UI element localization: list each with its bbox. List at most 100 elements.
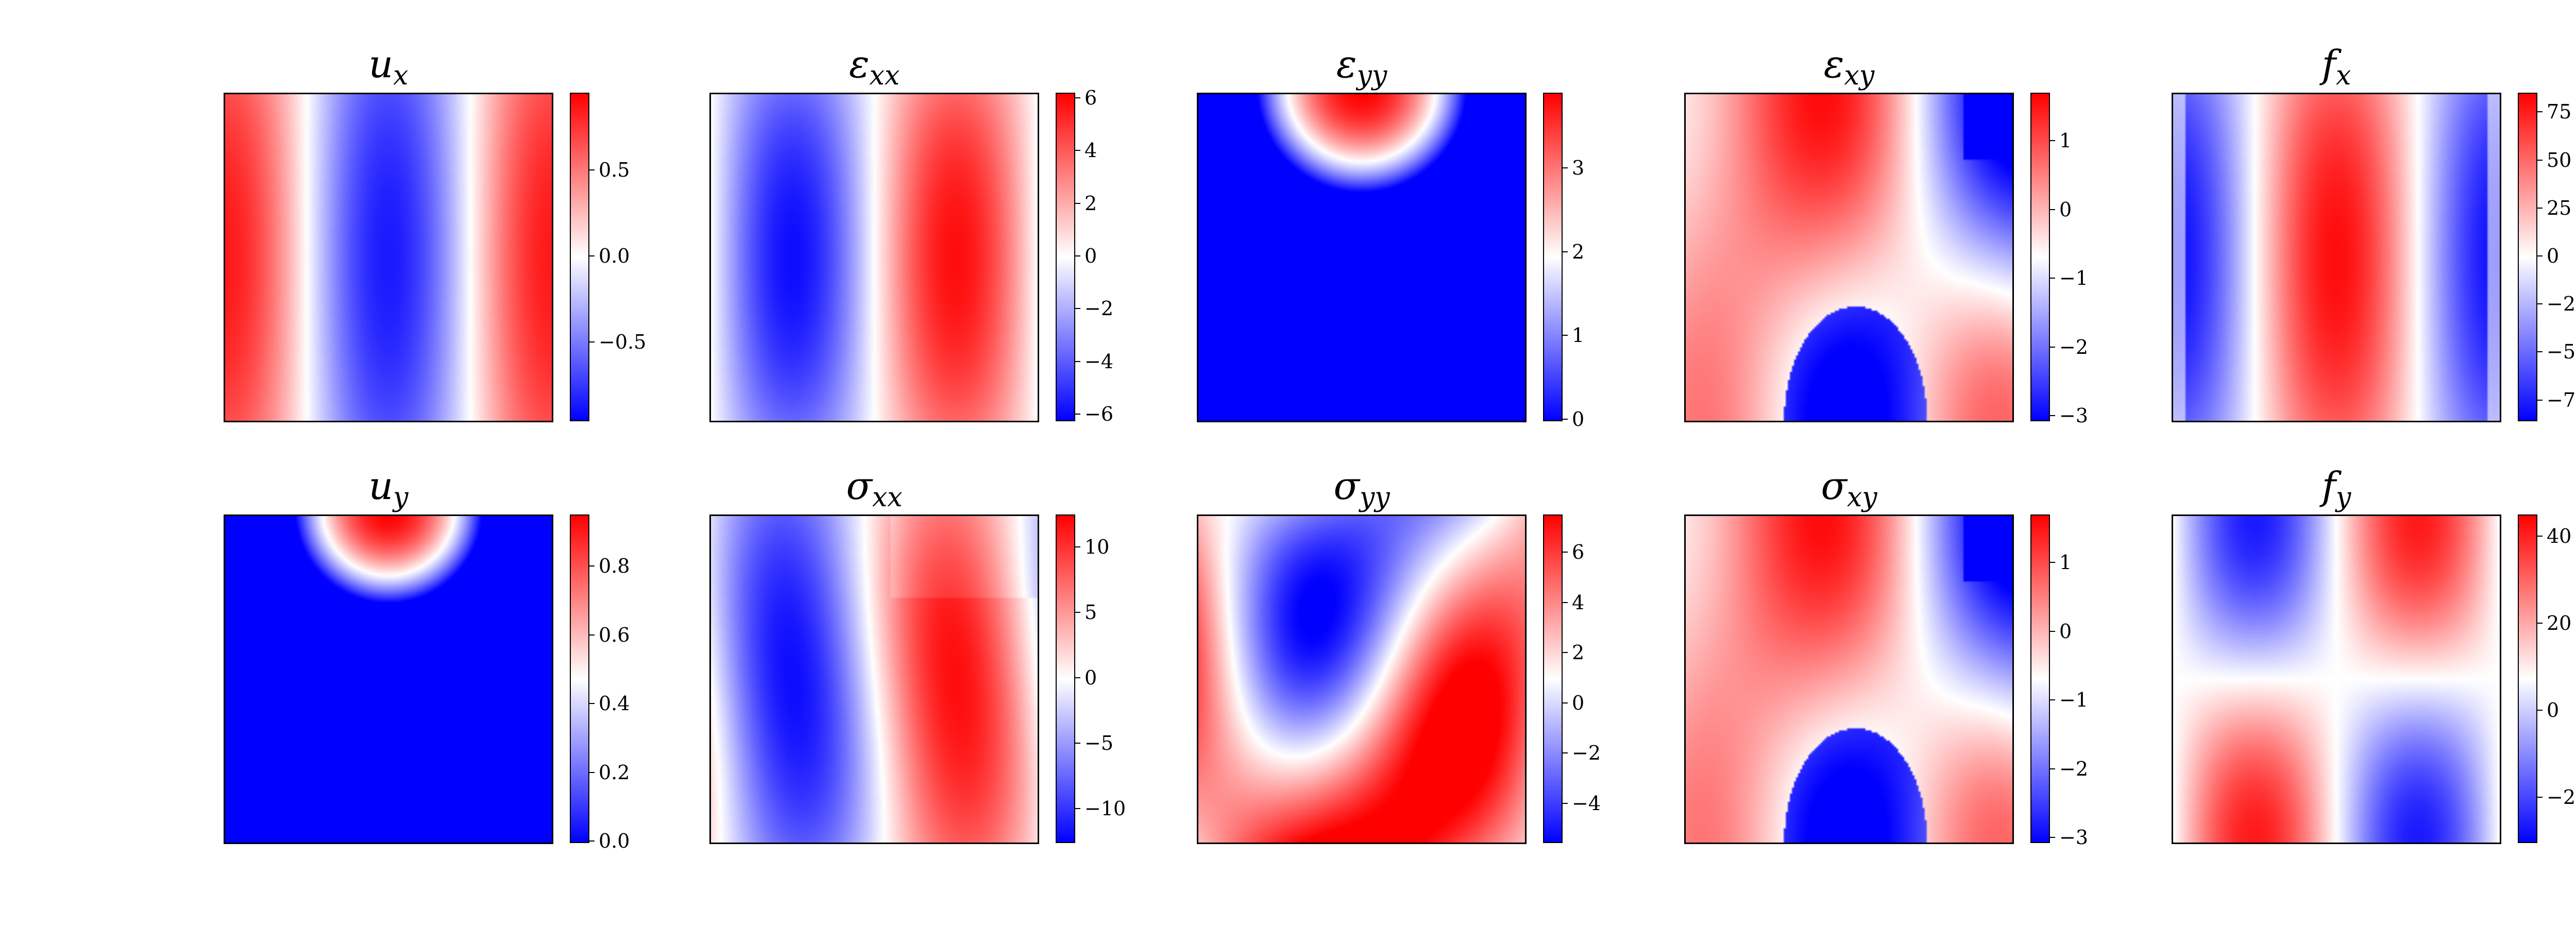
title-symbol: σ [846, 464, 872, 508]
colorbar-tick-label: 1 [2059, 551, 2072, 574]
colorbar-gradient [571, 94, 588, 420]
colorbar-tick-label: 0 [2547, 699, 2560, 722]
colorbar-tick-label: −1 [2059, 689, 2089, 712]
colorbar-tick-label: 40 [2547, 525, 2572, 548]
colorbar-tick [588, 703, 595, 705]
colorbar-tick [1074, 612, 1080, 613]
heatmap-frame [1684, 514, 2014, 844]
colorbar-tick [1562, 335, 1568, 336]
colorbar-tick-label: −2 [2059, 757, 2089, 780]
colorbar-tick-label: 0 [1572, 691, 1585, 714]
colorbar-tick-label: −2 [1084, 297, 1114, 320]
colorbar-tick-label: 5 [1084, 601, 1097, 624]
colorbar-tick-label: 0.8 [599, 555, 630, 578]
colorbar-tick [1074, 360, 1080, 362]
colorbar-tick [588, 255, 595, 256]
colorbar-tick-label: −5 [1084, 731, 1114, 754]
colorbar-tick-label: 0 [2059, 198, 2072, 221]
colorbar-tick [1562, 702, 1568, 703]
colorbar-gradient [1544, 516, 1562, 842]
colorbar-tick [2536, 710, 2543, 711]
title-subscript: xx [872, 482, 903, 513]
colorbar-tick-label: 1 [2059, 129, 2072, 152]
heatmap [1686, 94, 2012, 421]
colorbar-gradient [2031, 516, 2049, 842]
colorbar-tick-label: −50 [2547, 340, 2576, 364]
colorbar-tick-label: 1 [1572, 324, 1585, 347]
colorbar-tick [1562, 552, 1568, 553]
colorbar-tick [1074, 413, 1080, 415]
colorbar-gradient [571, 516, 588, 842]
title-symbol: σ [1333, 464, 1360, 508]
title-symbol: u [368, 464, 394, 508]
colorbar-tick [1074, 97, 1080, 99]
colorbar-tick-label: −25 [2547, 293, 2576, 316]
colorbar-tick [588, 341, 595, 342]
colorbar-tick [1562, 602, 1568, 603]
colorbar [2030, 93, 2050, 421]
colorbar-tick [1562, 652, 1568, 654]
colorbar-tick [1074, 808, 1080, 809]
panel-u-y: uy 0.8 0.6 0.4 0.2 0.0 [224, 458, 698, 870]
colorbar-tick [2536, 255, 2543, 256]
colorbar-tick [2536, 159, 2543, 161]
heatmap [2173, 94, 2500, 421]
title-subscript: yy [1357, 60, 1387, 91]
title-symbol: u [368, 42, 394, 87]
colorbar-tick-label: 0 [2059, 620, 2072, 643]
panel-sigma-xy: σxy 1 0 −1 −2 −3 [1684, 458, 2158, 870]
colorbar-tick [2049, 346, 2055, 348]
colorbar-tick [2049, 699, 2055, 701]
colorbar-tick [1074, 202, 1080, 204]
colorbar-tick-label: −75 [2547, 388, 2576, 411]
heatmap [1198, 94, 1525, 421]
heatmap-frame [224, 93, 553, 422]
colorbar-tick [2049, 278, 2055, 279]
heatmap [1686, 516, 2012, 843]
heatmap-frame [224, 514, 553, 844]
heatmap-frame [1197, 514, 1527, 844]
title-subscript: x [393, 60, 409, 91]
colorbar-tick-label: 0 [1084, 245, 1097, 267]
colorbar-tick-label: −3 [2059, 404, 2089, 427]
panel-epsilon-xx: εxx 6 4 2 0 −2 −4 −6 [709, 36, 1183, 448]
colorbar [2518, 514, 2537, 843]
colorbar-tick [2536, 797, 2543, 798]
colorbar-tick [2536, 536, 2543, 537]
colorbar-tick-label: 0.4 [599, 692, 630, 715]
panel-sigma-xx: σxx 10 5 0 −5 −10 [709, 458, 1183, 870]
panel-sigma-yy: σyy 6 4 2 0 −2 −4 [1197, 458, 1671, 870]
colorbar-tick-label: −10 [1084, 797, 1126, 820]
heatmap [225, 516, 552, 843]
title-symbol: ε [1823, 42, 1844, 87]
colorbar-tick-label: −3 [2059, 826, 2089, 849]
colorbar-tick [1562, 752, 1568, 754]
colorbar-gradient [1057, 94, 1074, 420]
colorbar-tick [1074, 677, 1080, 678]
panel-title: fy [2172, 458, 2501, 514]
colorbar-tick-label: −2 [2059, 335, 2089, 358]
colorbar [1543, 93, 1563, 421]
colorbar-tick [2049, 140, 2055, 142]
title-subscript: xy [1844, 60, 1875, 91]
colorbar-tick [2049, 209, 2055, 210]
colorbar-tick-label: 75 [2547, 100, 2572, 124]
panel-title: εxx [709, 36, 1039, 93]
colorbar-tick-label: −4 [1084, 350, 1114, 373]
title-subscript: x [2336, 60, 2351, 91]
colorbar-tick [2536, 207, 2543, 209]
title-symbol: f [2321, 464, 2336, 508]
colorbar-tick [1562, 419, 1568, 420]
colorbar-tick-label: 2 [1572, 641, 1585, 664]
colorbar-tick [1074, 742, 1080, 744]
colorbar [2030, 514, 2050, 843]
colorbar-tick [588, 840, 595, 842]
title-symbol: ε [1336, 42, 1357, 87]
heatmap [1198, 516, 1525, 843]
panel-title: ux [224, 36, 553, 93]
colorbar-tick [2536, 111, 2543, 113]
colorbar-tick-label: −20 [2547, 786, 2576, 809]
colorbar-gradient [2031, 94, 2049, 420]
colorbar-tick [2536, 303, 2543, 305]
heatmap-frame [709, 514, 1039, 844]
